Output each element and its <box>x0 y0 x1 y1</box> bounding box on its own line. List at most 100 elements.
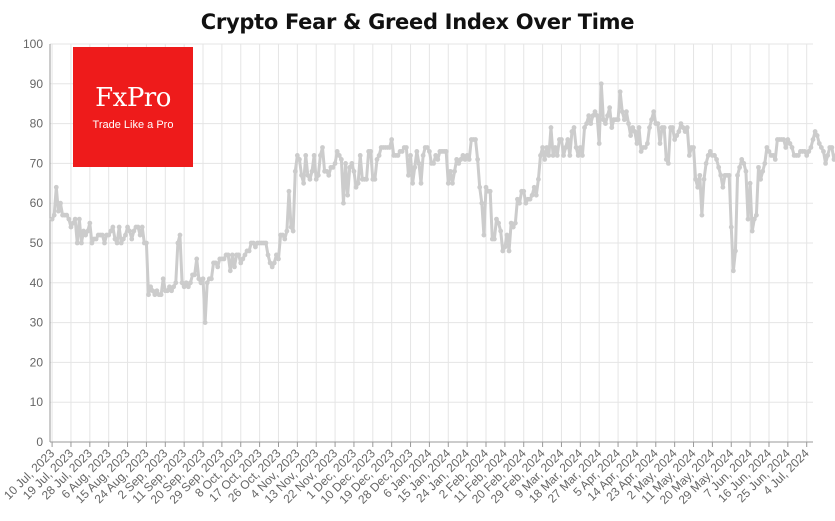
data-point <box>301 180 307 186</box>
data-point <box>76 216 82 222</box>
data-point <box>758 176 763 182</box>
data-point <box>632 129 638 134</box>
data-point <box>592 109 598 115</box>
data-point <box>389 137 395 142</box>
data-point <box>179 280 185 286</box>
data-point <box>416 161 422 166</box>
data-point <box>540 145 545 150</box>
data-point <box>106 232 112 238</box>
data-point <box>326 172 332 178</box>
data-point <box>120 236 126 242</box>
data-point <box>536 176 541 182</box>
data-point <box>66 216 72 222</box>
data-point <box>621 117 627 123</box>
data-point <box>51 212 57 218</box>
data-point <box>355 180 361 186</box>
data-series <box>49 81 835 325</box>
data-point <box>714 157 719 162</box>
data-point <box>716 164 722 170</box>
data-point <box>320 145 325 150</box>
data-point <box>735 172 740 178</box>
data-point <box>368 149 374 154</box>
data-point <box>418 180 424 186</box>
data-point <box>802 149 808 154</box>
data-point <box>144 240 149 246</box>
data-point <box>642 145 648 150</box>
data-point <box>552 145 558 150</box>
data-point <box>665 161 671 166</box>
data-point <box>655 121 661 126</box>
data-point <box>678 121 684 126</box>
data-point <box>529 192 535 198</box>
y-tick-label: 30 <box>30 316 44 330</box>
y-tick-label: 10 <box>30 395 44 409</box>
data-point <box>357 153 363 158</box>
data-point <box>420 153 426 158</box>
data-point <box>87 220 93 226</box>
data-point <box>754 212 759 218</box>
data-point <box>523 200 529 206</box>
y-tick-label: 100 <box>23 37 43 51</box>
data-point <box>481 232 487 238</box>
data-point <box>452 168 457 174</box>
data-point <box>286 188 292 194</box>
data-point <box>741 161 747 166</box>
data-point <box>299 172 304 178</box>
data-point <box>567 153 573 158</box>
data-point <box>177 232 183 238</box>
data-point <box>795 153 801 158</box>
data-point <box>462 157 468 162</box>
data-point <box>253 244 258 250</box>
data-point <box>185 284 191 290</box>
data-point <box>508 220 514 226</box>
data-point <box>236 252 242 258</box>
data-point <box>410 180 416 186</box>
y-tick-label: 0 <box>36 435 43 449</box>
data-point <box>573 145 579 150</box>
y-tick-labels: 0 10 20 30 40 50 60 70 80 90 100 <box>23 37 43 449</box>
data-point <box>787 141 793 146</box>
data-point <box>324 168 330 174</box>
data-point <box>229 252 235 258</box>
data-point <box>118 240 124 246</box>
data-point <box>338 157 344 162</box>
data-point <box>814 133 820 138</box>
data-point <box>466 157 472 162</box>
data-point <box>705 153 711 158</box>
data-point <box>313 176 319 182</box>
data-point <box>336 153 342 158</box>
data-point <box>676 129 682 134</box>
data-point <box>624 109 629 115</box>
data-point <box>496 220 501 226</box>
data-point <box>374 157 380 162</box>
data-point <box>479 200 485 206</box>
data-point <box>175 240 181 246</box>
data-point <box>137 232 143 238</box>
data-point <box>64 212 70 218</box>
data-point <box>672 137 678 142</box>
data-point <box>408 153 413 158</box>
data-point <box>684 125 690 130</box>
data-point <box>751 216 757 222</box>
data-point <box>823 161 828 166</box>
data-point <box>72 216 78 222</box>
data-point <box>164 288 170 294</box>
data-point <box>265 252 271 258</box>
data-point <box>544 145 550 150</box>
data-point <box>74 240 80 246</box>
data-point <box>447 168 453 174</box>
data-point <box>150 288 156 294</box>
data-point <box>387 145 392 150</box>
data-point <box>450 180 455 186</box>
data-point <box>527 196 533 202</box>
y-tick-label: 40 <box>30 276 44 290</box>
data-point <box>619 109 625 115</box>
data-point <box>546 153 552 158</box>
data-point <box>693 176 699 182</box>
data-point <box>745 216 751 222</box>
data-point <box>127 228 133 234</box>
data-point <box>213 260 219 266</box>
data-point <box>112 236 118 242</box>
data-point <box>561 153 566 158</box>
data-point <box>276 256 281 262</box>
